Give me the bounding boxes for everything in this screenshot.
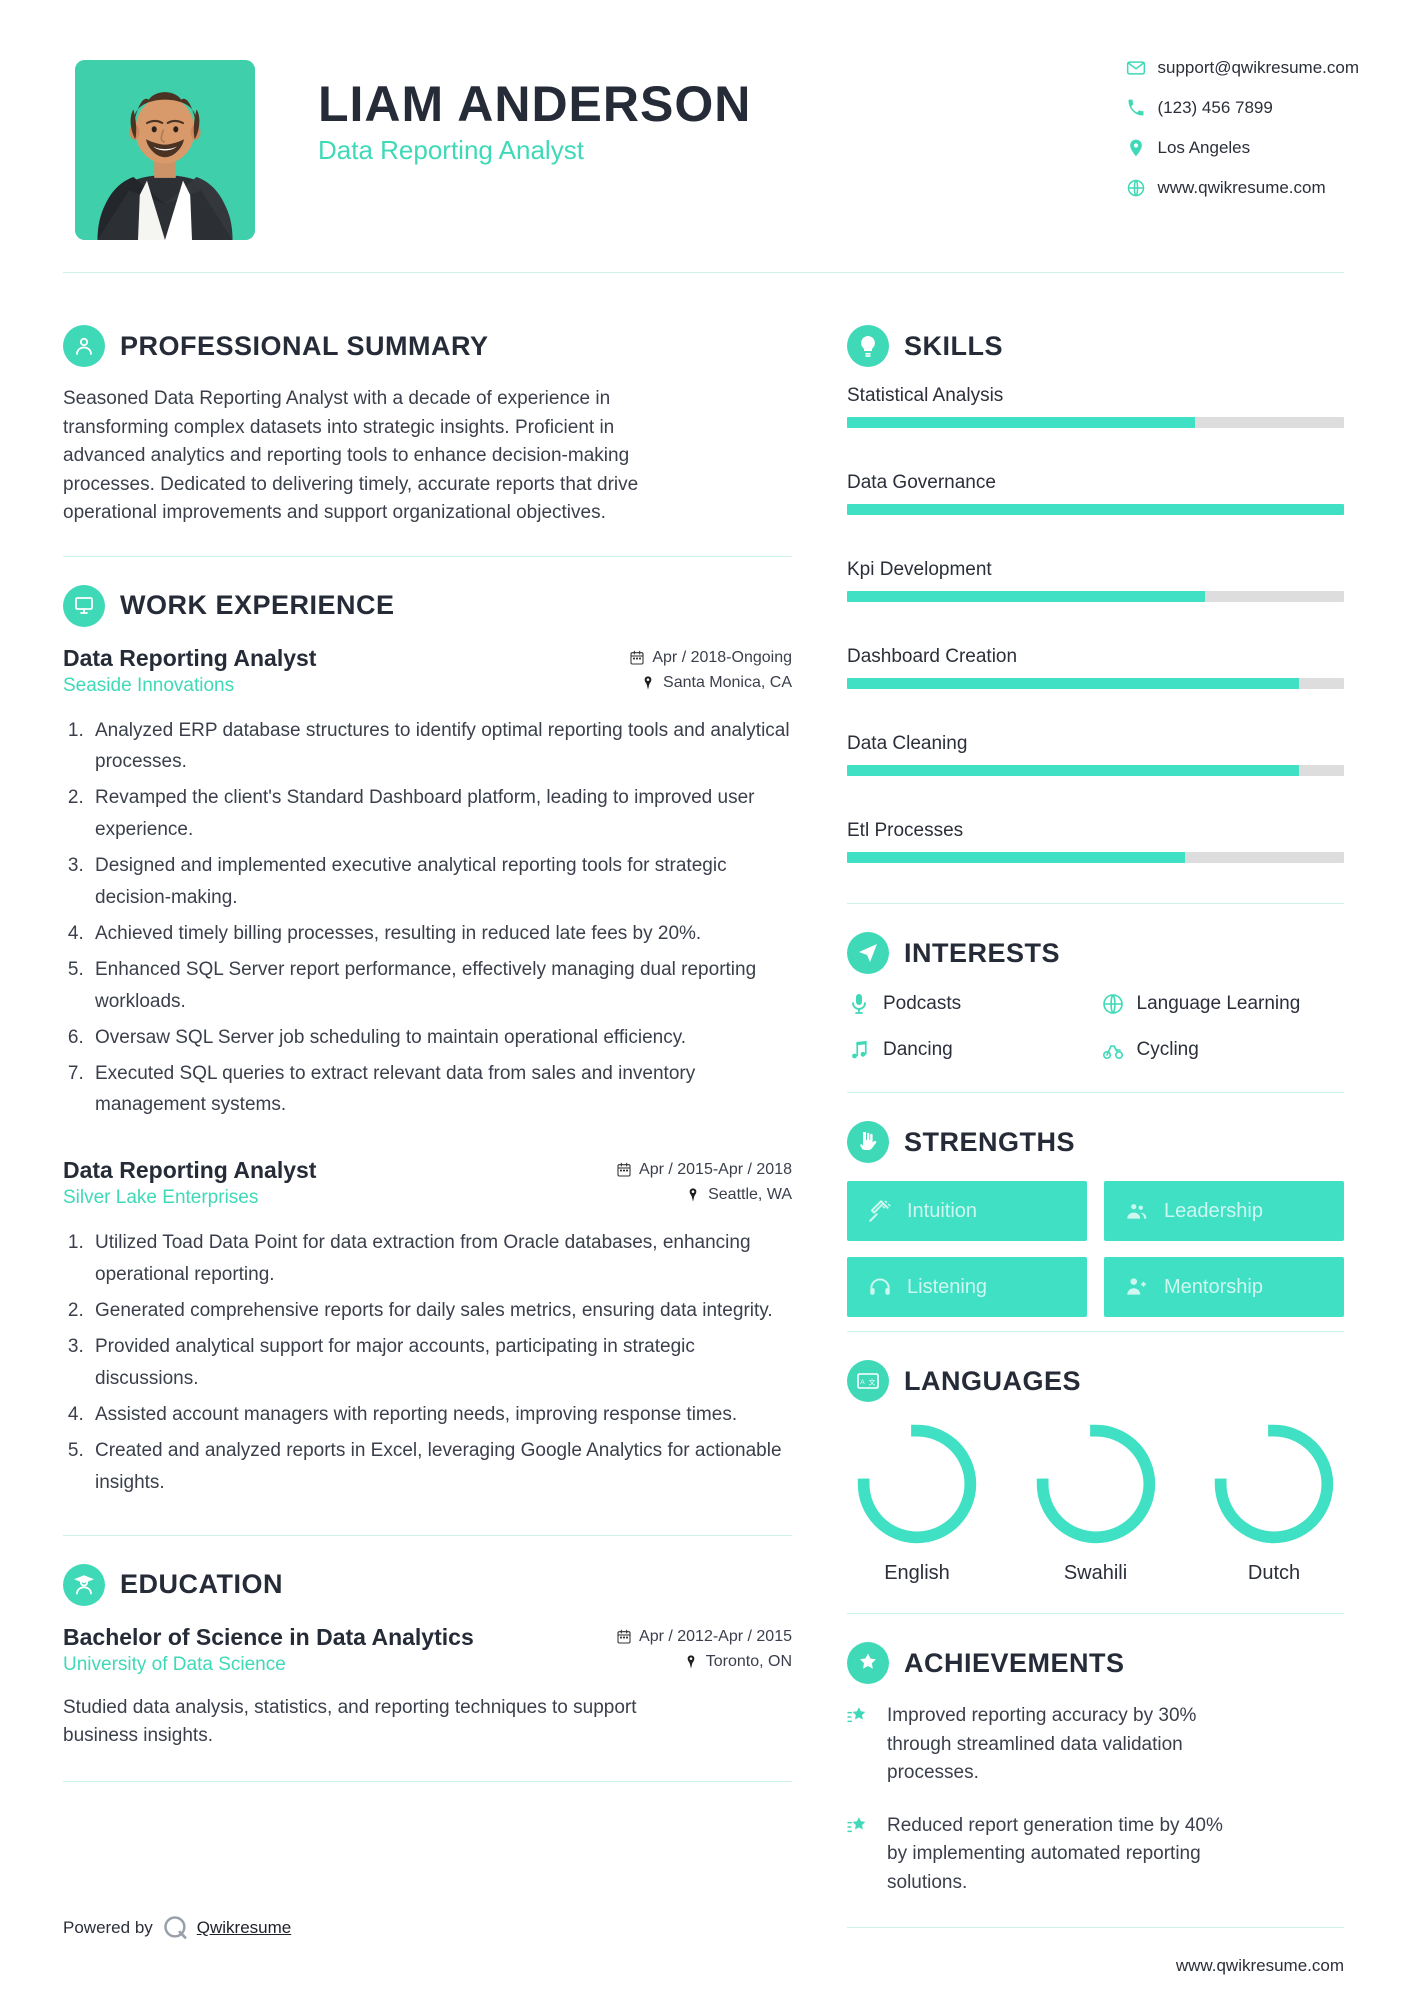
svg-text:A: A <box>860 1379 865 1386</box>
svg-text:文: 文 <box>869 1378 876 1387</box>
